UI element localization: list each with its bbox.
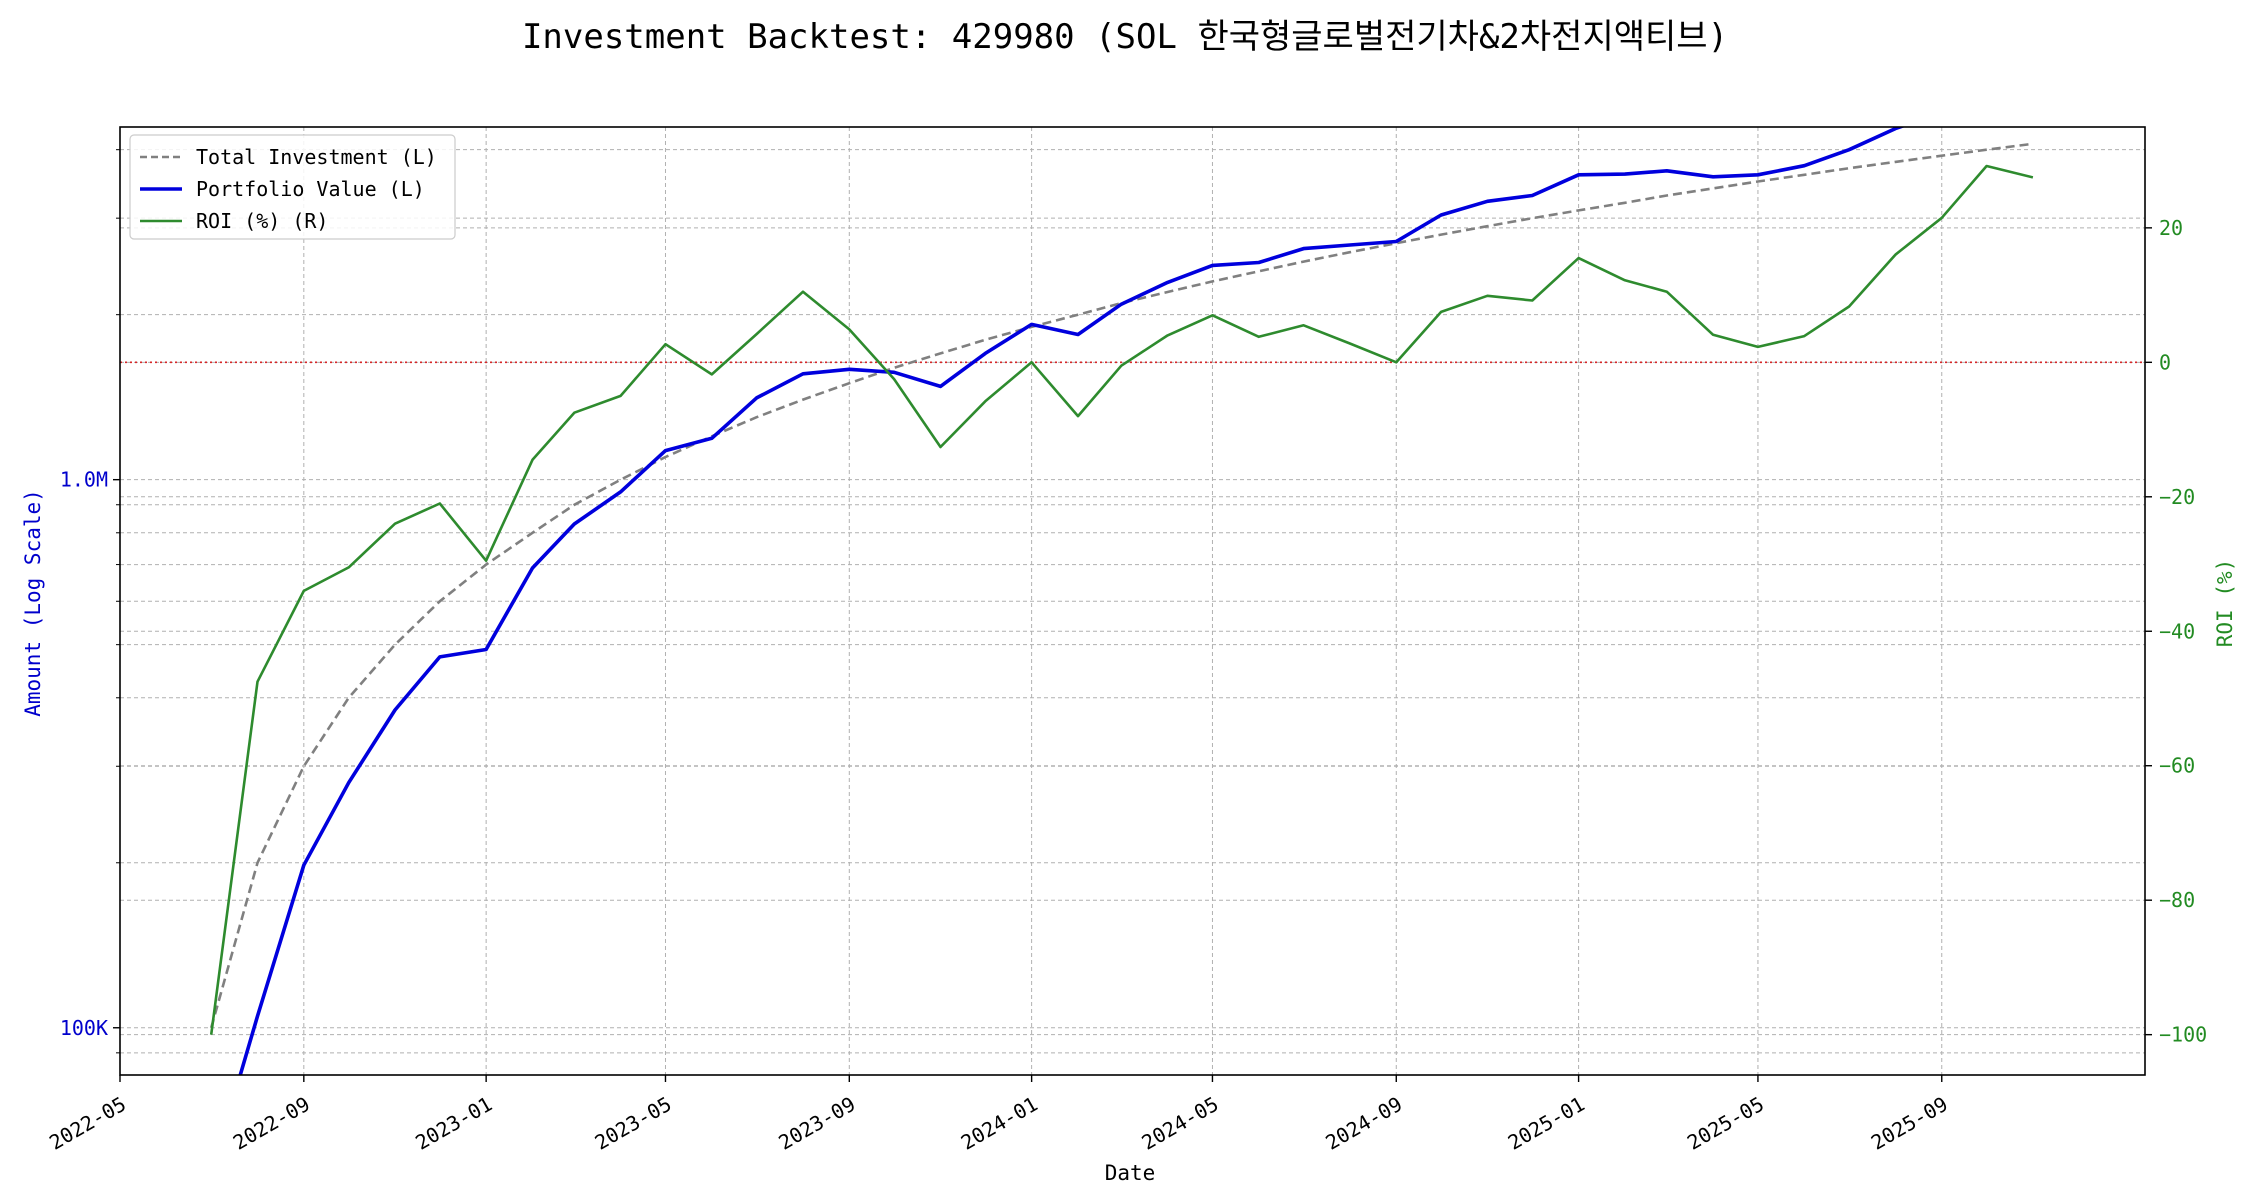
- legend-entry: Total Investment (L): [196, 145, 437, 169]
- legend-entry: Portfolio Value (L): [196, 177, 425, 201]
- legend: Total Investment (L) Portfolio Value (L) R…: [129, 134, 456, 240]
- y-right-tick-label: −100: [2159, 1023, 2207, 1047]
- y-axis-left: 100K 1.0M: [60, 149, 120, 1054]
- y-right-tick-label: 0: [2159, 350, 2171, 374]
- chart-title: Investment Backtest: 429980 (SOL 한국형글로벌전…: [522, 17, 1728, 57]
- legend-box: [129, 134, 456, 240]
- y-axis-right-label: ROI (%): [2213, 559, 2237, 648]
- y-right-tick-label: 20: [2159, 216, 2183, 240]
- y-right-tick-label: −40: [2159, 619, 2195, 643]
- y-axis-right: −100 −80 −60 −40 −20 0 20: [2145, 216, 2207, 1047]
- y-right-tick-label: −80: [2159, 888, 2195, 912]
- x-axis-label: Date: [1105, 1161, 1156, 1185]
- y-axis-left-label: Amount (Log Scale): [21, 489, 45, 717]
- y-right-tick-label: −60: [2159, 754, 2195, 778]
- series-portfolio-value: [238, 127, 1906, 1075]
- series-total-investment: [209, 142, 2034, 1029]
- series-group: [209, 127, 2034, 1075]
- y-left-tick-label: 100K: [60, 1016, 108, 1040]
- y-left-tick-label: 1.0M: [60, 468, 108, 492]
- series-roi: [209, 164, 2034, 1035]
- legend-entry: ROI (%) (R): [196, 209, 328, 233]
- grid: [119, 127, 2145, 1075]
- y-right-tick-label: −20: [2159, 485, 2195, 509]
